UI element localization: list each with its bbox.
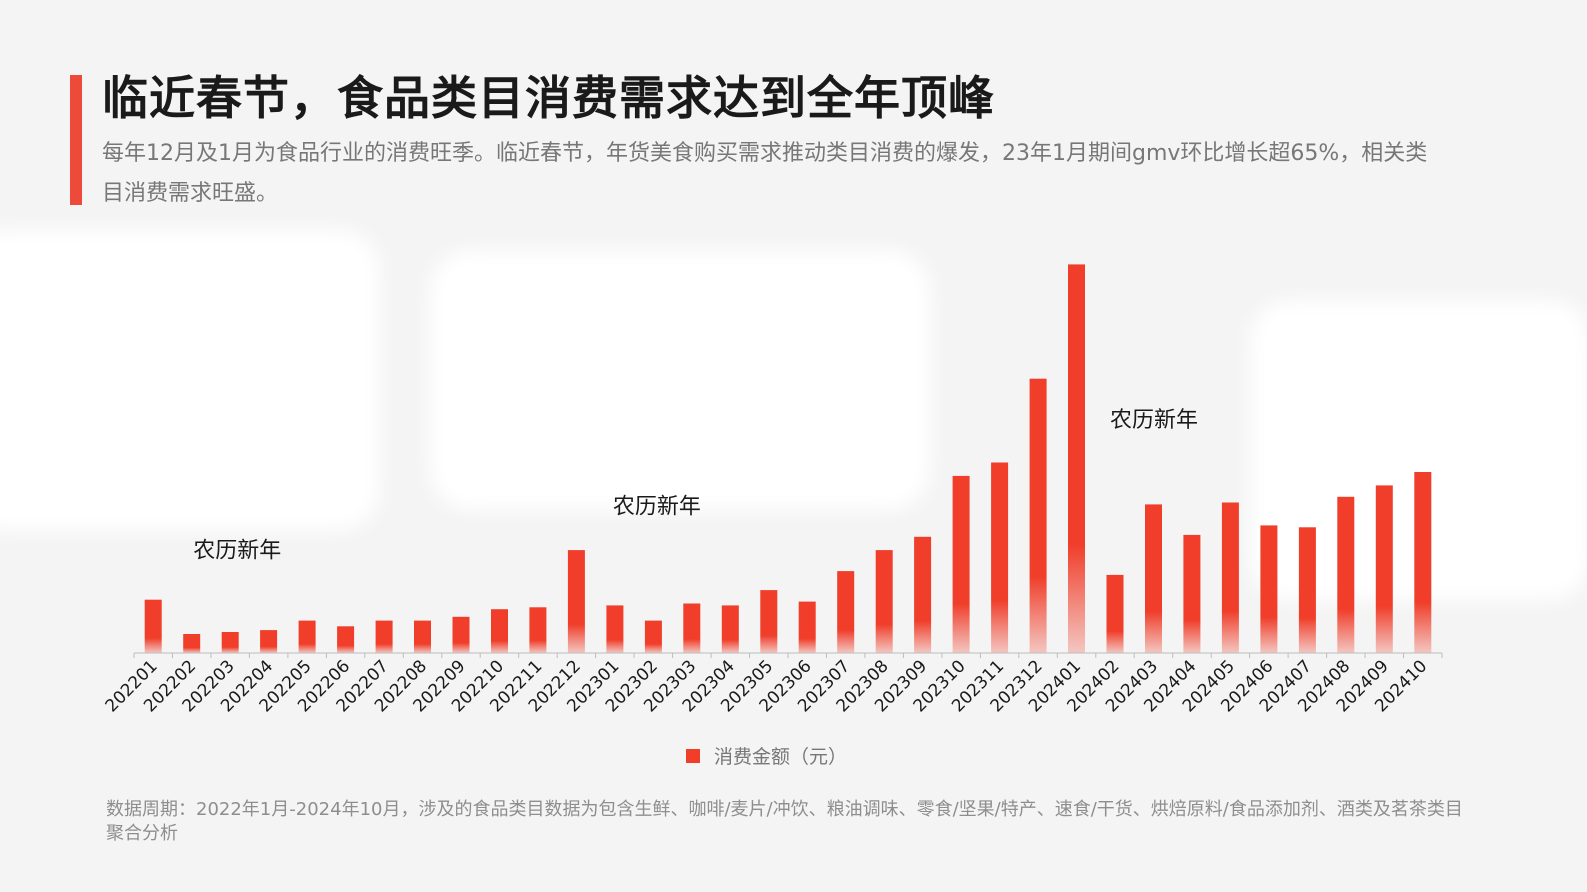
bar-202305 [760,590,778,653]
bar-202301 [606,605,624,653]
title-accent-bar [70,75,82,205]
bar-202210 [491,609,508,653]
bar-202211 [529,607,547,653]
annotation-label: 农历新年 [613,494,701,519]
bar-202202 [183,634,201,653]
x-axis-labels: 2022012022022022032022042022052022062022… [102,656,1432,716]
data-source-footnote: 数据周期：2022年1月-2024年10月，涉及的食品类目数据为包含生鲜、咖啡/… [106,799,1463,844]
bar-202209 [452,616,470,653]
page-title: 临近春节，食品类目消费需求达到全年顶峰 [102,71,995,125]
bar-202405 [1221,502,1239,653]
legend-swatch [686,749,700,763]
background-shape [0,230,380,530]
bar-202208 [414,620,431,653]
bar-202304 [721,605,739,653]
bar-202312 [1029,378,1047,653]
bar-202307 [837,571,855,653]
legend: 消费金额（元） [686,746,847,768]
bar-202408 [1337,496,1355,653]
bar-202203 [221,632,239,653]
bar-202306 [798,601,816,653]
bar-202311 [991,462,1009,653]
annotation-label: 农历新年 [193,539,281,564]
bar-202309 [914,536,932,653]
legend-label: 消费金额（元） [714,746,847,768]
background-shape [430,250,930,510]
bar-202204 [260,630,278,653]
bar-202401 [1068,264,1085,653]
bar-202404 [1183,534,1201,653]
bar-202207 [375,620,393,653]
page-subtitle: 每年12月及1月为食品行业的消费旺季。临近春节，年货美食购买需求推动类目消费的爆… [102,141,1428,206]
bar-202407 [1298,527,1316,653]
x-axis-ticks [133,653,1443,658]
bar-202308 [875,550,893,653]
annotation-label: 农历新年 [1110,408,1198,433]
bar-202302 [644,620,662,653]
bar-series [144,264,1432,653]
bar-202403 [1145,504,1162,653]
bar-202310 [952,475,970,653]
bar-202206 [337,626,355,653]
bar-202205 [298,620,316,653]
bar-202212 [567,550,585,653]
bar-202409 [1375,485,1393,653]
bar-202410 [1414,472,1432,653]
bar-202303 [683,603,701,653]
bar-202201 [144,599,162,653]
bar-202402 [1106,574,1124,653]
bar-202406 [1260,525,1278,653]
